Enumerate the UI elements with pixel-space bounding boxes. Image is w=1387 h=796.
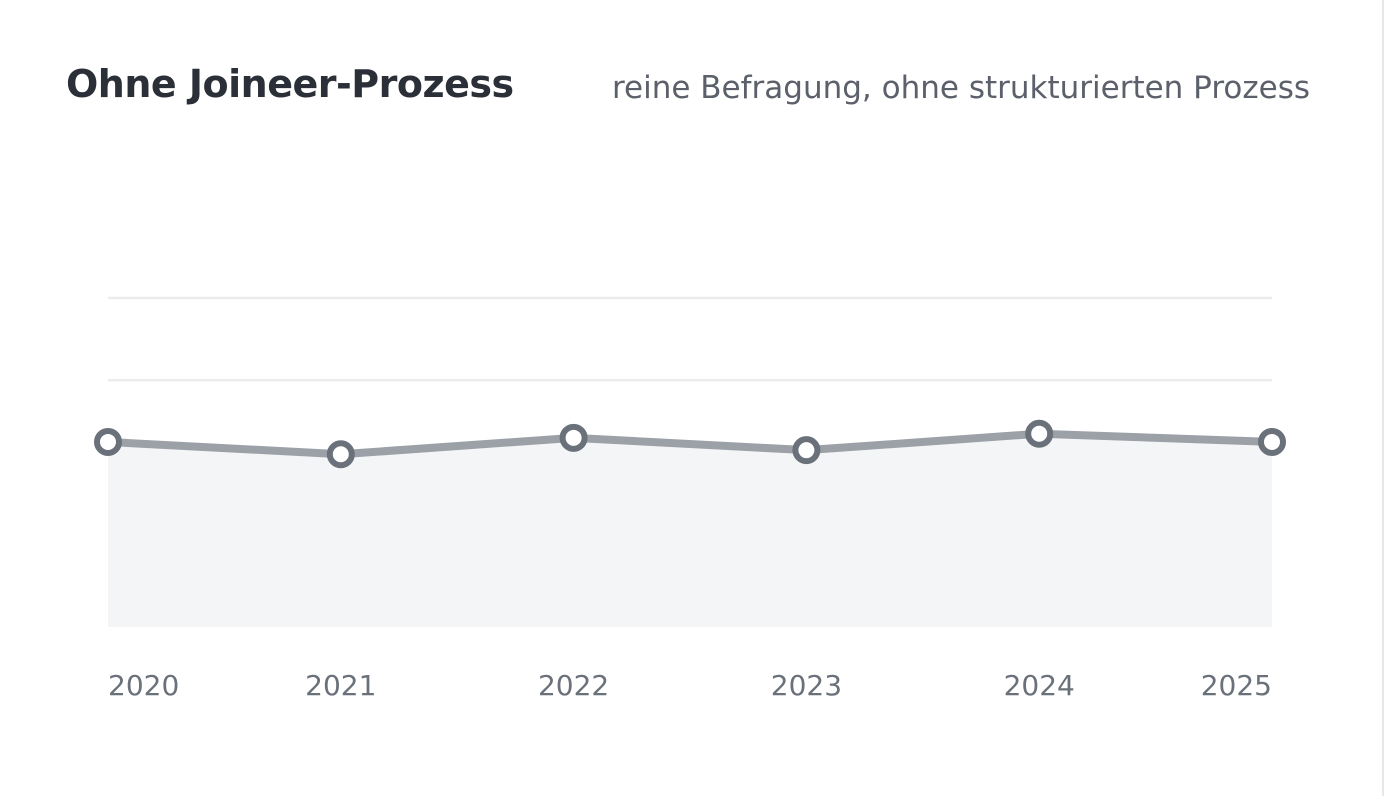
x-tick-label: 2022 bbox=[538, 669, 609, 702]
data-point-2025 bbox=[1258, 427, 1286, 456]
chart-subtitle: reine Befragung, ohne strukturierten Pro… bbox=[611, 70, 1310, 106]
x-tick-label: 2021 bbox=[305, 669, 376, 702]
x-tick-label: 2025 bbox=[1201, 669, 1272, 702]
x-tick-label: 2024 bbox=[1004, 669, 1075, 702]
x-axis-ticks: 2020 2021 2022 2023 2024 2025 bbox=[108, 669, 1272, 702]
area-layer bbox=[108, 433, 1272, 627]
area-fill bbox=[108, 433, 1272, 627]
data-point-2024 bbox=[1025, 419, 1054, 448]
x-tick-label: 2020 bbox=[108, 669, 179, 702]
data-point-2023 bbox=[792, 436, 821, 465]
line-layer bbox=[104, 429, 1276, 459]
data-point-2022 bbox=[559, 423, 588, 452]
point-layer bbox=[94, 419, 1286, 469]
data-point-2021 bbox=[326, 440, 355, 469]
x-tick-label: 2023 bbox=[771, 669, 842, 702]
chart-title: Ohne Joineer-Prozess bbox=[66, 62, 514, 106]
data-point-2020 bbox=[94, 427, 122, 456]
series-line bbox=[104, 429, 1276, 459]
